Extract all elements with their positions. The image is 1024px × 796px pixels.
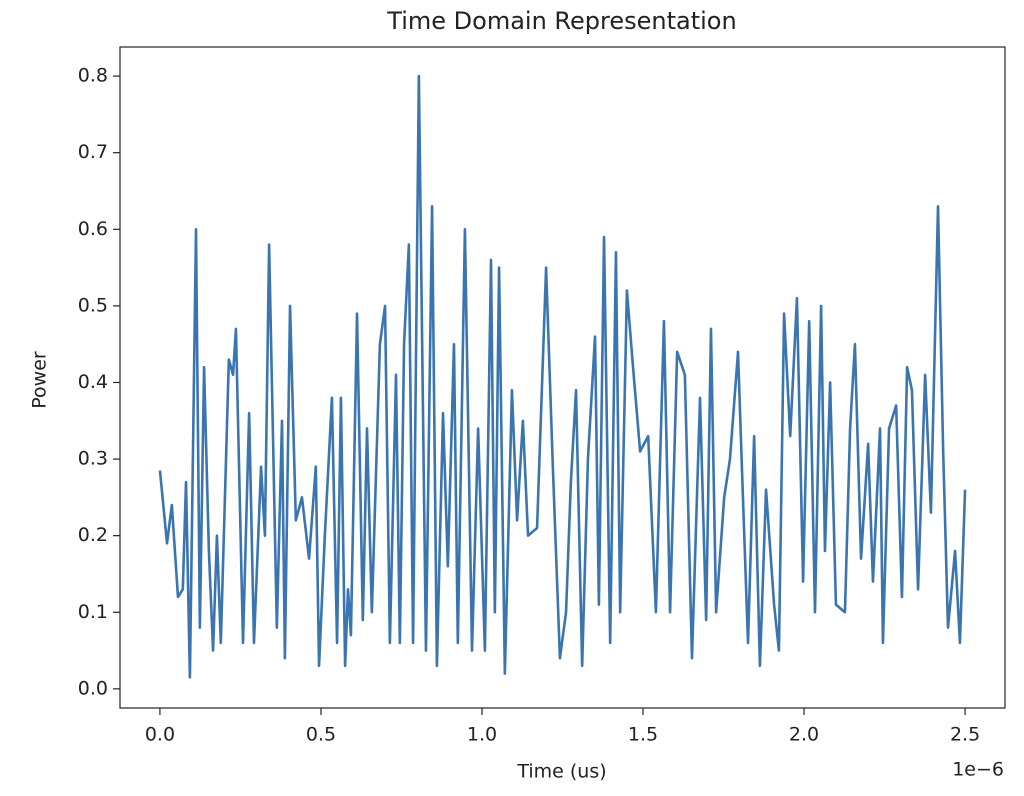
y-tick-label: 0.3	[78, 448, 108, 470]
x-tick-label: 0.5	[306, 724, 336, 746]
y-tick-label: 0.7	[78, 141, 108, 163]
x-tick-label: 2.5	[950, 724, 980, 746]
x-offset-label: 1e−6	[952, 759, 1004, 781]
y-tick-label: 0.1	[78, 601, 108, 623]
x-tick-label: 0.0	[145, 724, 175, 746]
y-tick-label: 0.6	[78, 218, 108, 240]
x-axis-label: Time (us)	[516, 761, 606, 783]
data-line	[158, 74, 967, 679]
x-tick-label: 2.0	[789, 724, 819, 746]
y-tick-label: 0.2	[78, 524, 108, 546]
y-tick-label: 0.8	[78, 65, 108, 87]
y-axis-label: Power	[29, 351, 51, 409]
x-tick-label: 1.0	[467, 724, 497, 746]
y-tick-label: 0.5	[78, 294, 108, 316]
chart-title: Time Domain Representation	[386, 7, 736, 35]
x-tick-label: 1.5	[628, 724, 658, 746]
y-tick-label: 0.0	[78, 677, 108, 699]
plot-frame	[119, 46, 1006, 709]
y-tick-label: 0.4	[78, 371, 108, 393]
